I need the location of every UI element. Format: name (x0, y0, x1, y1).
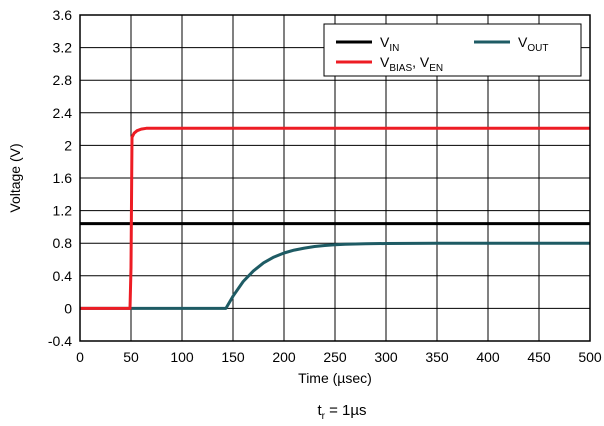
y-tick-label: 2.4 (53, 105, 73, 121)
y-tick-label: 3.2 (53, 40, 73, 56)
y-tick-label: 0 (64, 300, 72, 316)
y-tick-label: 2.8 (53, 72, 73, 88)
x-tick-label: 50 (123, 349, 139, 365)
series-line-v-bias-v-en (80, 126, 590, 310)
legend-label-v-out: VOUT (518, 34, 548, 54)
x-tick-label: 450 (527, 349, 551, 365)
x-tick-labels: 0 50 100 150 200 250 300 350 400 450 500 (76, 349, 602, 365)
x-tick-label: 200 (272, 349, 296, 365)
caption-rest: = 1µs (325, 402, 367, 419)
y-tick-label: 1.6 (53, 170, 73, 186)
caption-sub: r (322, 411, 326, 422)
caption-base: t (317, 402, 322, 419)
x-tick-label: 350 (425, 349, 449, 365)
y-tick-label: 0.4 (53, 268, 73, 284)
caption: tr = 1µs (317, 402, 366, 422)
y-tick-label: 3.6 (53, 7, 73, 23)
series-line-v-out (80, 241, 590, 310)
y-tick-label: 1.2 (53, 203, 73, 219)
x-tick-label: 250 (323, 349, 347, 365)
series-lines (80, 126, 590, 310)
x-tick-label: 400 (476, 349, 500, 365)
y-tick-label: 0.8 (53, 235, 73, 251)
y-tick-label: -0.4 (48, 333, 72, 349)
legend-box (323, 23, 582, 77)
legend-label-v-bias-v-en: VBIAS, VEN (380, 54, 443, 74)
plot-frame (79, 14, 591, 342)
x-tick-label: 150 (221, 349, 245, 365)
x-tick-label: 300 (374, 349, 398, 365)
y-tick-label: 2 (64, 137, 72, 153)
legend-label-v-in: VIN (380, 34, 399, 54)
legend: VIN VOUT VBIAS, VEN (323, 23, 582, 77)
x-axis-title: Time (µsec) (298, 370, 372, 386)
x-tick-label: 0 (76, 349, 84, 365)
y-tick-labels: -0.4 0 0.4 0.8 1.2 1.6 2 2.4 2.8 3.2 3.6 (48, 7, 72, 349)
x-tick-label: 100 (170, 349, 194, 365)
x-tick-label: 500 (578, 349, 602, 365)
y-axis-title: Voltage (V) (7, 143, 23, 212)
